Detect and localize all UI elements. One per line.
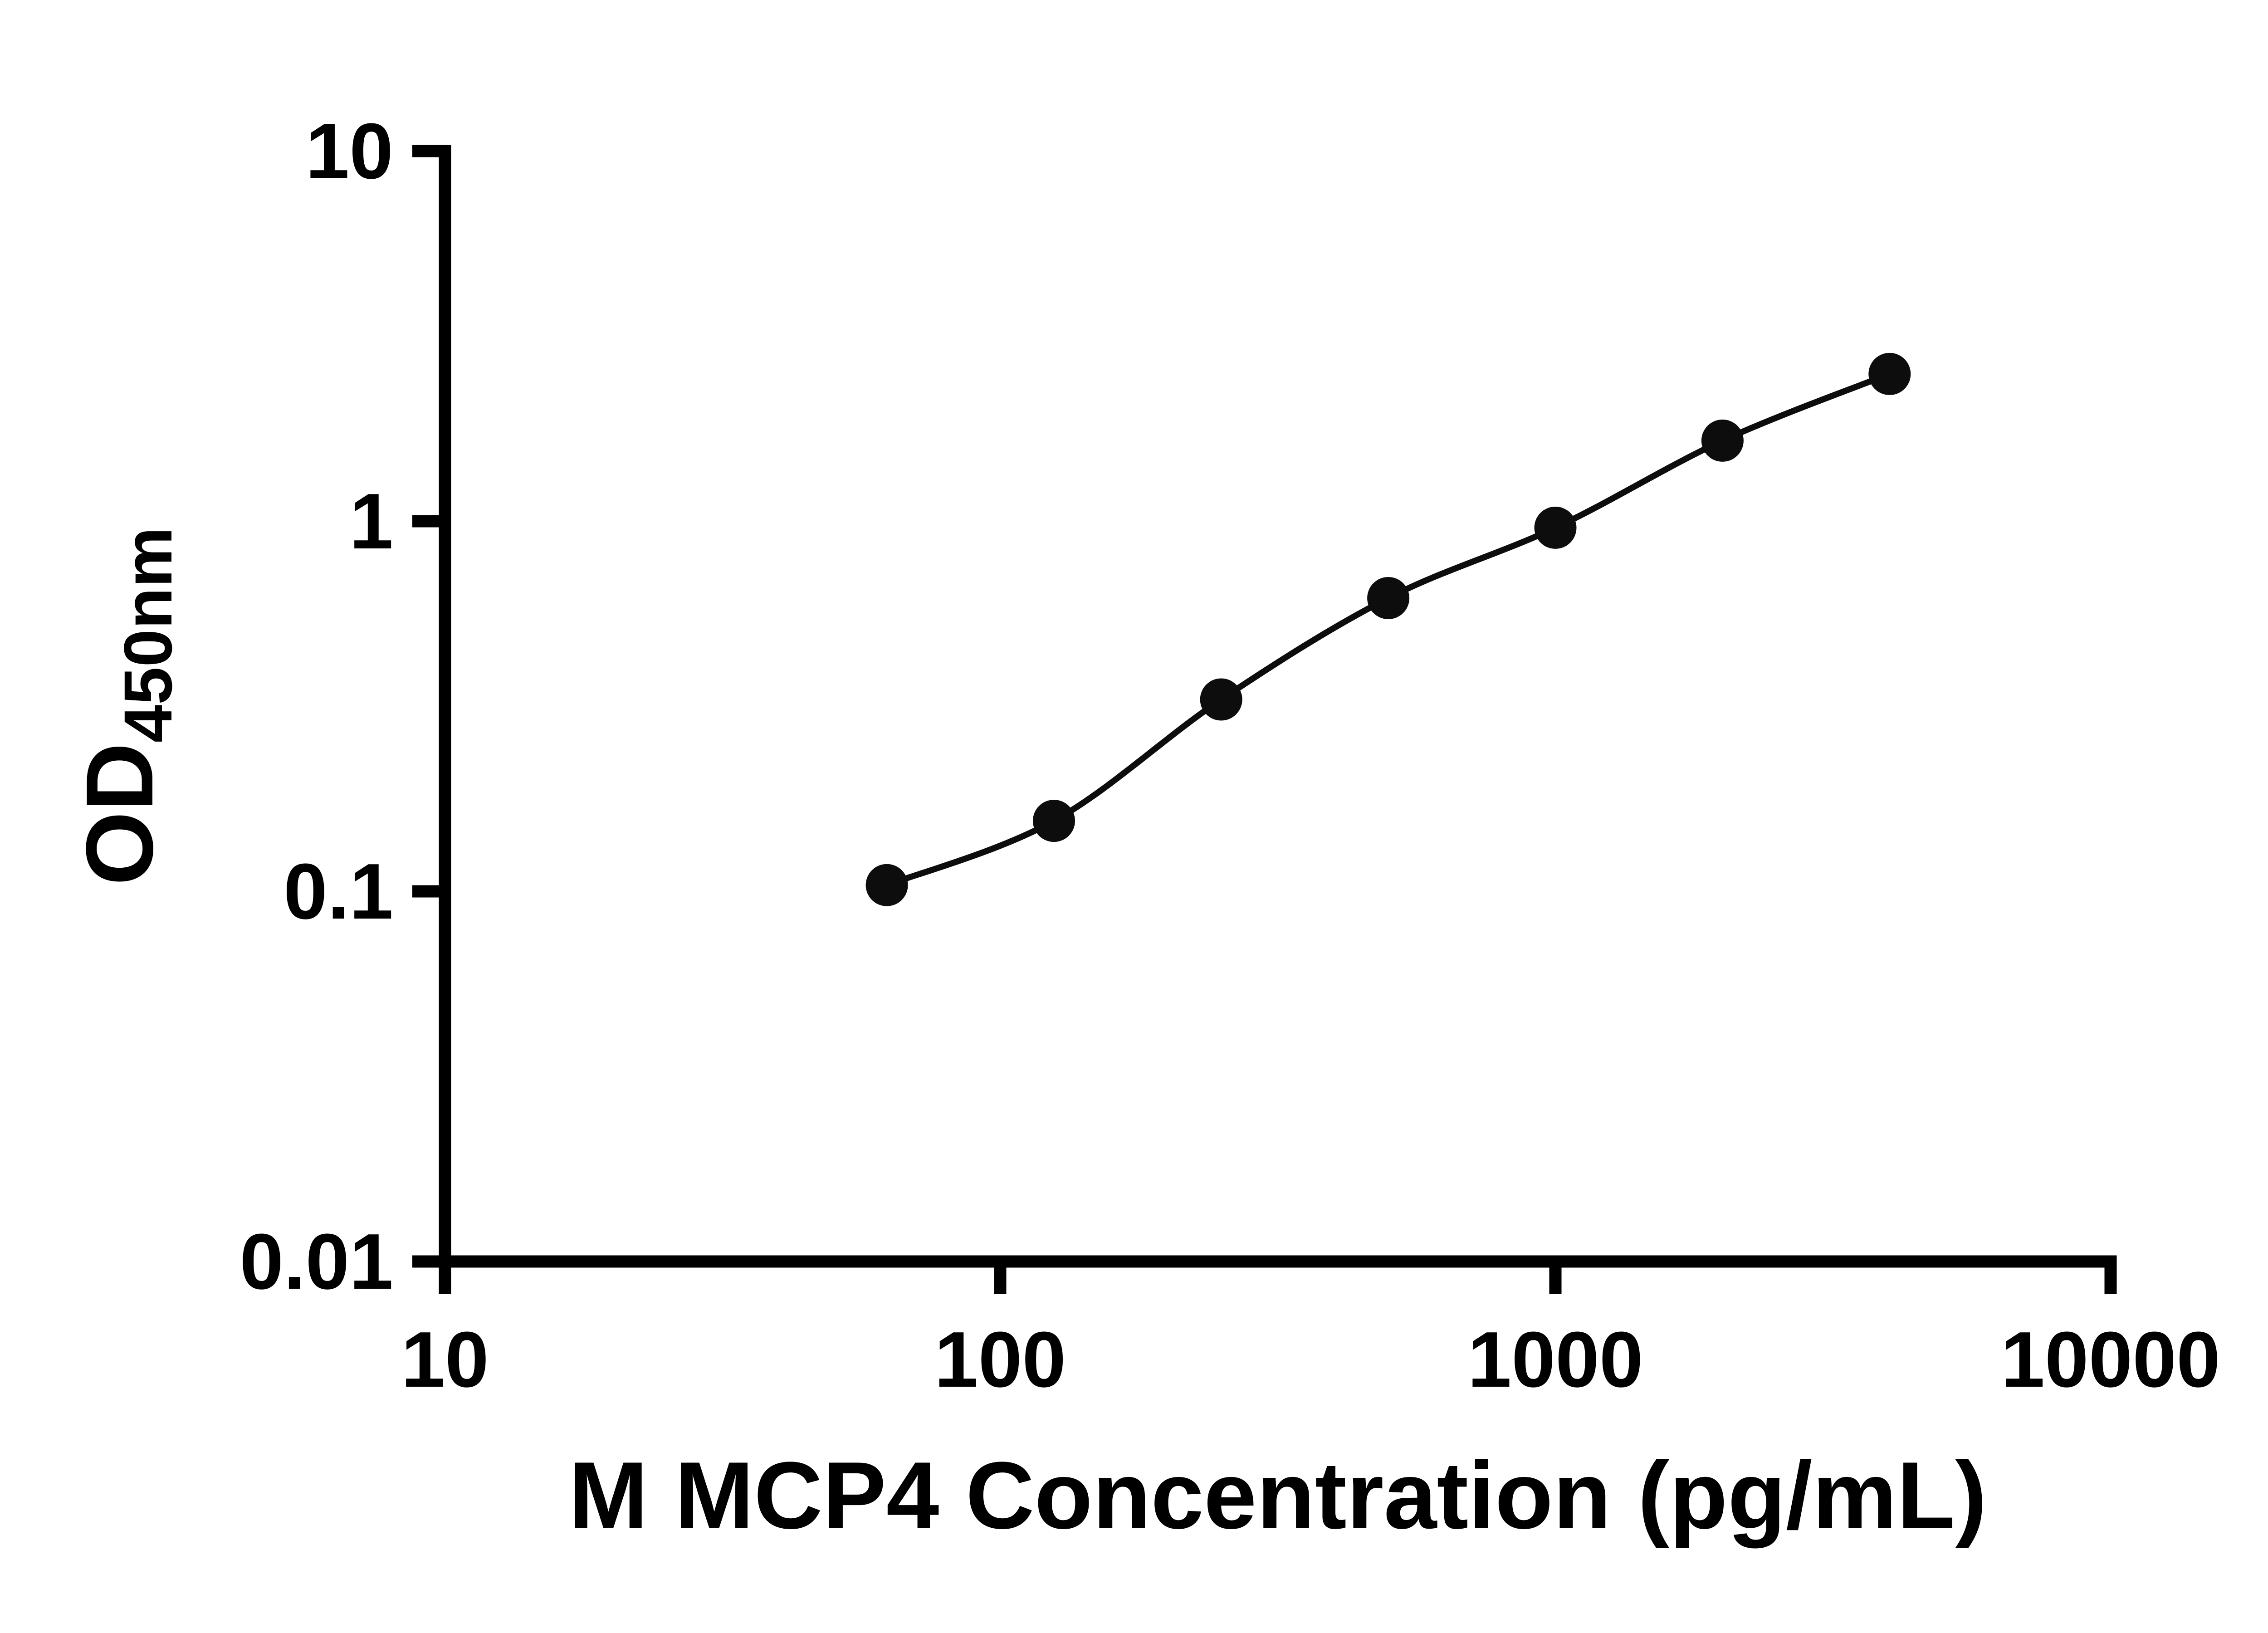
x-tick-label: 1000 [1467, 1315, 1643, 1403]
x-tick-label: 10000 [2001, 1315, 2220, 1403]
data-point [865, 864, 908, 906]
y-tick-label: 0.1 [284, 847, 393, 935]
x-tick-label: 100 [934, 1315, 1066, 1403]
x-axis-title: M MCP4 Concentration (pg/mL) [569, 1442, 1987, 1549]
data-point [1033, 800, 1075, 842]
y-tick-label: 10 [305, 107, 393, 195]
x-tick-label: 10 [401, 1315, 489, 1403]
y-axis-title-subscript: 450nm [110, 527, 186, 743]
data-point [1868, 352, 1911, 395]
data-point [1367, 577, 1410, 619]
data-point [1701, 419, 1744, 462]
axis-frame [439, 145, 2117, 1268]
y-axis-title-main: OD [66, 743, 173, 885]
data-point [1200, 678, 1242, 721]
y-axis-title: OD450nm [66, 527, 186, 885]
data-point [1534, 506, 1577, 549]
y-tick-label: 0.01 [240, 1217, 393, 1305]
y-tick-label: 1 [349, 477, 393, 565]
